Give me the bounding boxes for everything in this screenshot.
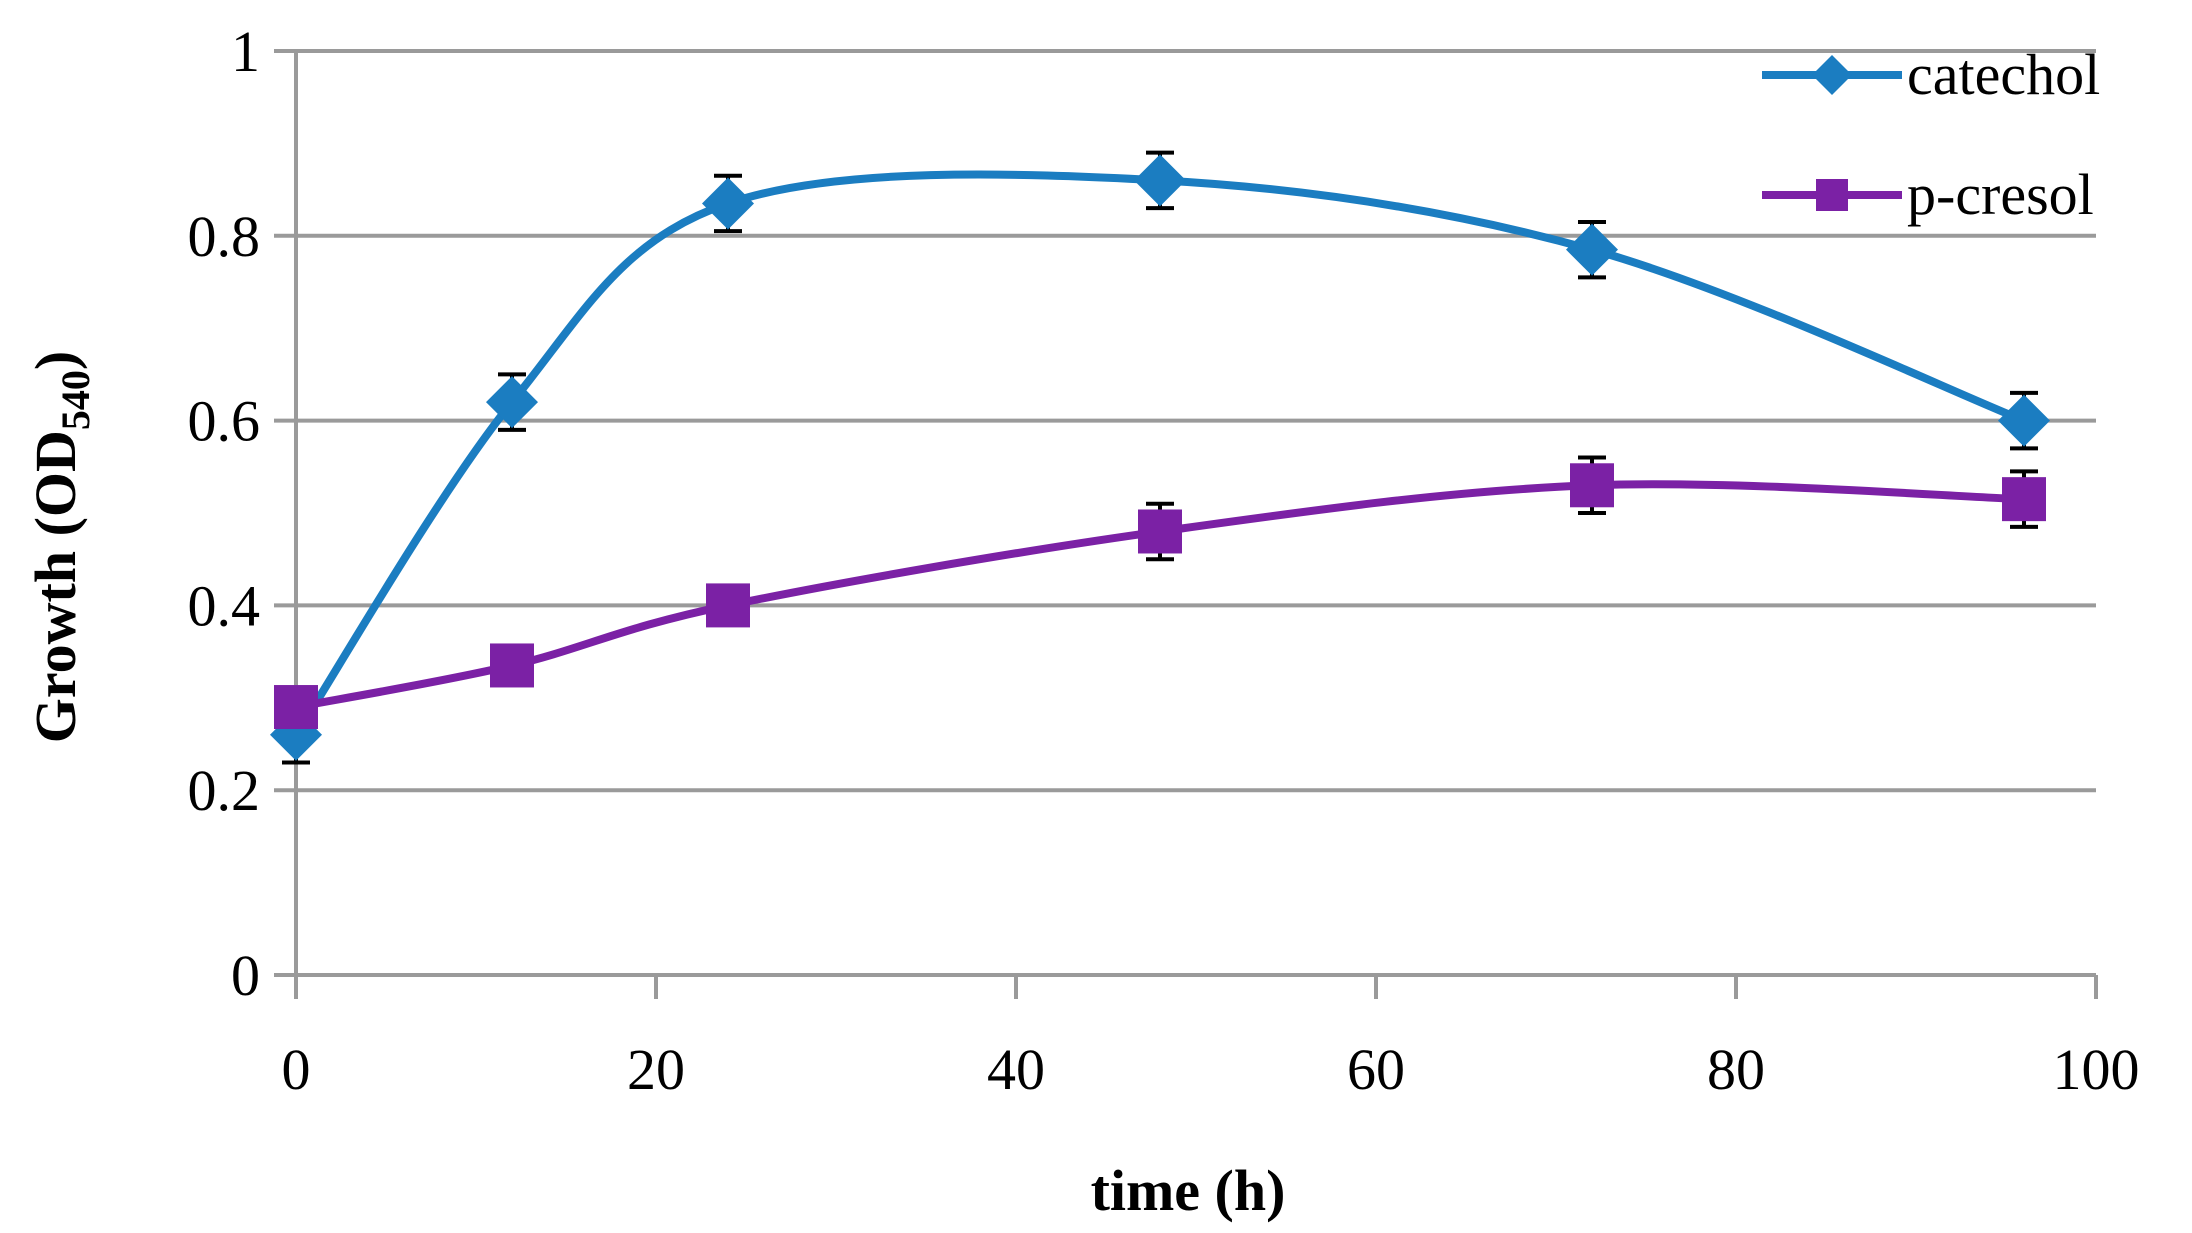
axes: [274, 49, 2098, 999]
y-tick-label: 0.6: [188, 389, 261, 454]
data-point-catechol[interactable]: [486, 376, 538, 429]
series-line-catechol: [292, 170, 2026, 737]
y-axis-title-main: Growth (OD: [23, 430, 88, 743]
x-tick-label: 40: [987, 1037, 1045, 1102]
y-axis-title: Growth (OD540): [23, 351, 98, 743]
data-point-catechol[interactable]: [702, 177, 754, 230]
y-tick-label: 0.8: [188, 204, 261, 269]
legend-marker-catechol: [1812, 55, 1852, 95]
y-axis-title-subscript: 540: [53, 370, 98, 430]
x-tick-label: 100: [2053, 1037, 2140, 1102]
legend-marker-p-cresol: [1816, 179, 1848, 211]
data-point-p-cresol[interactable]: [274, 685, 318, 730]
y-tick-label: 1: [231, 19, 260, 84]
data-point-catechol[interactable]: [1998, 394, 2050, 447]
tick-labels: 0 0.2 0.4 0.6 0.8 1 0 20 40 60 80 100: [188, 19, 2140, 1102]
x-tick-label: 80: [1707, 1037, 1765, 1102]
legend-label-p-cresol: p-cresol: [1907, 162, 2094, 227]
data-point-catechol[interactable]: [1566, 223, 1618, 276]
x-tick-label: 20: [627, 1037, 685, 1102]
data-point-p-cresol[interactable]: [1570, 463, 1614, 508]
data-point-p-cresol[interactable]: [706, 583, 750, 628]
y-tick-label: 0.4: [188, 573, 261, 638]
data-markers: [270, 154, 2050, 761]
x-tick-label: 0: [282, 1037, 311, 1102]
series-lines: [292, 170, 2026, 737]
x-axis-title: time (h): [1091, 1158, 1286, 1223]
data-point-p-cresol[interactable]: [490, 643, 534, 688]
x-tick-label: 60: [1347, 1037, 1405, 1102]
legend-label-catechol: catechol: [1907, 42, 2100, 107]
y-tick-label: 0.2: [188, 758, 261, 823]
y-axis-title-close: ): [23, 351, 88, 370]
gridlines: [296, 49, 2096, 793]
data-point-p-cresol[interactable]: [2002, 477, 2046, 522]
y-tick-label: 0: [231, 943, 260, 1008]
legend-entry-catechol[interactable]: catechol: [1762, 42, 2100, 107]
data-point-p-cresol[interactable]: [1138, 509, 1182, 554]
legend: catechol p-cresol: [1762, 42, 2100, 227]
data-point-catechol[interactable]: [1134, 154, 1186, 207]
legend-entry-p-cresol[interactable]: p-cresol: [1762, 162, 2094, 227]
error-bars: [282, 150, 2038, 765]
